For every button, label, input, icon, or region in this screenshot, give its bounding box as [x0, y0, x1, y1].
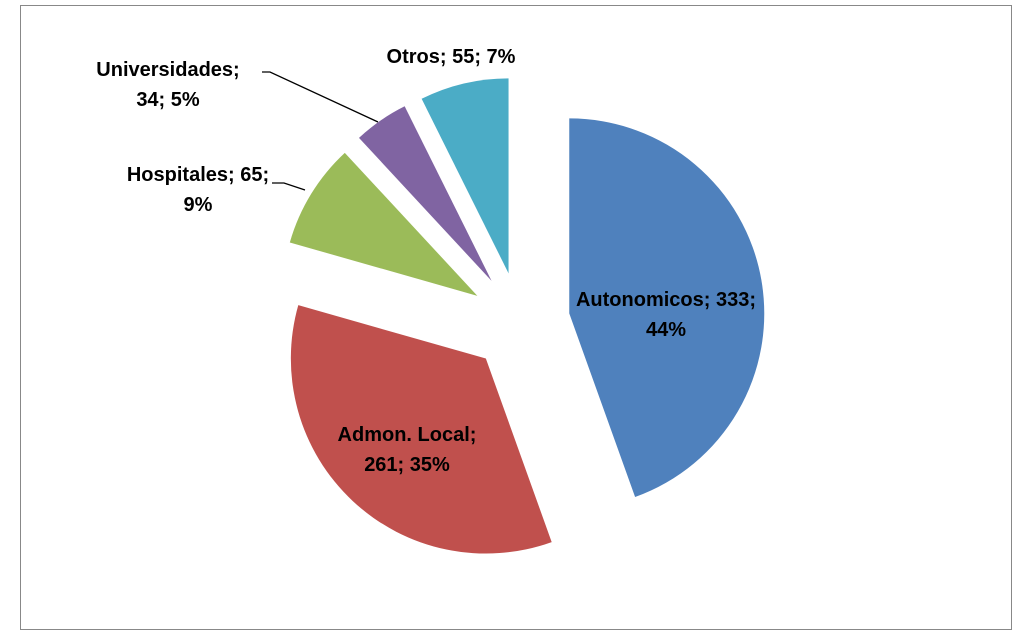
pie-slice	[358, 106, 492, 281]
pie-slice	[289, 152, 478, 296]
data-label: Universidades; 34; 5%	[96, 59, 240, 111]
pie-slice	[421, 78, 509, 274]
leader-line	[272, 182, 306, 191]
pie-slice	[569, 118, 765, 497]
data-label: Autonomicos; 333; 44%	[575, 289, 757, 341]
pie-slice	[290, 305, 552, 554]
leader-line	[262, 71, 379, 123]
data-label: Admon. Local; 261; 35%	[337, 424, 477, 476]
data-label: Hospitales; 65; 9%	[126, 164, 270, 216]
data-label: Otros; 55; 7%	[386, 46, 516, 68]
